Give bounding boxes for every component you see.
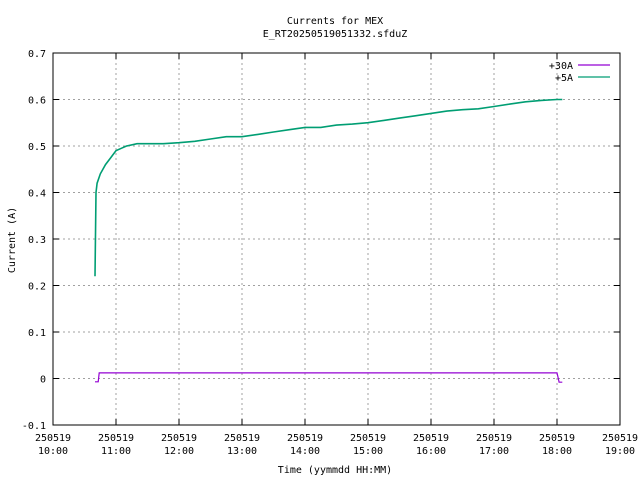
x-tick-label-time: 19:00 (605, 446, 635, 457)
series-line-0 (95, 372, 563, 383)
x-tick-label-date: 250519 (35, 433, 71, 444)
x-tick-label-time: 13:00 (227, 446, 257, 457)
x-tick-label-date: 250519 (413, 433, 449, 444)
x-tick-label-time: 12:00 (164, 446, 194, 457)
x-axis-label: Time (yymmdd HH:MM) (278, 465, 392, 476)
x-tick-label-date: 250519 (161, 433, 197, 444)
y-tick-label: 0.5 (28, 142, 46, 153)
tick-layer: -0.1 0 0.1 0.2 0.3 0.4 0.5 0.6 0.7 250519 10:00 250… (22, 49, 638, 457)
x-tick-label-time: 15:00 (353, 446, 383, 457)
x-tick-label-date: 250519 (602, 433, 638, 444)
chart-title: Currents for MEX (287, 16, 383, 27)
x-tick-label-date: 250519 (224, 433, 260, 444)
y-tick-label: 0.3 (28, 235, 46, 246)
y-tick-label: -0.1 (22, 421, 46, 432)
grid (53, 53, 620, 425)
x-tick-label-time: 14:00 (290, 446, 320, 457)
y-tick-label: 0.4 (28, 189, 46, 200)
legend-label: +5A (555, 73, 573, 84)
x-tick-label-time: 18:00 (542, 446, 572, 457)
y-axis-label: Current (A) (7, 207, 18, 273)
y-tick-label: 0.1 (28, 328, 46, 339)
y-tick-label: 0.2 (28, 282, 46, 293)
series-line-1 (94, 98, 563, 277)
y-tick-label: 0 (40, 375, 46, 386)
x-tick-label-time: 16:00 (416, 446, 446, 457)
y-tick-label: 0.7 (28, 49, 46, 60)
legend: +30A+5A (549, 61, 610, 84)
x-tick-label-time: 17:00 (479, 446, 509, 457)
x-tick-label-date: 250519 (350, 433, 386, 444)
series-layer (94, 98, 563, 383)
x-tick-label-date: 250519 (476, 433, 512, 444)
y-tick-label: 0.6 (28, 96, 46, 107)
x-tick-label-time: 11:00 (101, 446, 131, 457)
x-tick-label-date: 250519 (98, 433, 134, 444)
x-tick-label-date: 250519 (287, 433, 323, 444)
legend-label: +30A (549, 61, 573, 72)
x-tick-label-date: 250519 (539, 433, 575, 444)
chart-subtitle: E_RT20250519051332.sfduZ (263, 29, 408, 40)
x-tick-label-time: 10:00 (38, 446, 68, 457)
